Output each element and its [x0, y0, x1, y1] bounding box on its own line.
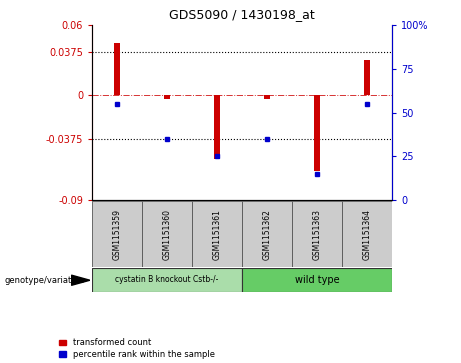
Bar — [314, 95, 320, 171]
Polygon shape — [71, 275, 90, 285]
Text: GSM1151360: GSM1151360 — [163, 209, 171, 260]
Bar — [264, 95, 270, 99]
Text: GSM1151362: GSM1151362 — [262, 209, 272, 260]
Bar — [164, 95, 170, 99]
FancyBboxPatch shape — [92, 268, 242, 292]
Text: genotype/variation: genotype/variation — [5, 276, 85, 285]
FancyBboxPatch shape — [342, 201, 392, 267]
FancyBboxPatch shape — [192, 201, 242, 267]
FancyBboxPatch shape — [242, 201, 292, 267]
Bar — [214, 95, 220, 159]
FancyBboxPatch shape — [292, 201, 342, 267]
Text: GSM1151361: GSM1151361 — [213, 209, 222, 260]
FancyBboxPatch shape — [242, 268, 392, 292]
Text: cystatin B knockout Cstb-/-: cystatin B knockout Cstb-/- — [115, 276, 219, 284]
Bar — [114, 43, 120, 95]
FancyBboxPatch shape — [142, 201, 192, 267]
Text: GSM1151359: GSM1151359 — [112, 209, 122, 260]
FancyBboxPatch shape — [92, 201, 142, 267]
Text: GSM1151364: GSM1151364 — [362, 209, 372, 260]
Bar — [364, 60, 370, 95]
Legend: transformed count, percentile rank within the sample: transformed count, percentile rank withi… — [59, 338, 215, 359]
Text: wild type: wild type — [295, 275, 339, 285]
Title: GDS5090 / 1430198_at: GDS5090 / 1430198_at — [169, 8, 315, 21]
Text: GSM1151363: GSM1151363 — [313, 209, 321, 260]
